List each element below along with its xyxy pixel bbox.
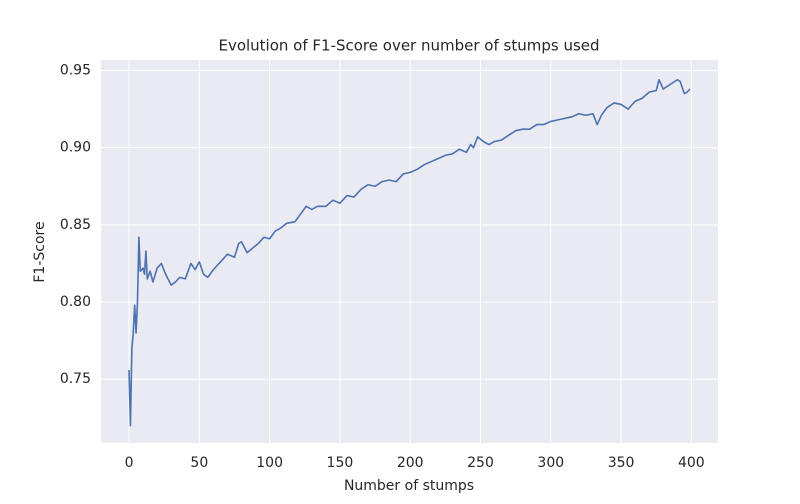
x-tick-label: 50 xyxy=(190,455,208,471)
y-tick-label: 0.90 xyxy=(60,140,91,156)
plot-area xyxy=(101,60,718,443)
chart-title: Evolution of F1-Score over number of stu… xyxy=(218,37,599,55)
y-tick-label: 0.95 xyxy=(60,62,91,78)
x-tick-label: 350 xyxy=(608,455,635,471)
y-axis-label: F1-Score xyxy=(32,221,48,282)
x-tick-label: 250 xyxy=(467,455,494,471)
data-line xyxy=(128,78,691,427)
x-tick-label: 0 xyxy=(125,455,134,471)
x-tick-label: 150 xyxy=(327,455,354,471)
y-tick-label: 0.85 xyxy=(60,217,91,233)
y-tick-label: 0.80 xyxy=(60,294,91,310)
x-tick-label: 200 xyxy=(397,455,424,471)
x-tick-label: 100 xyxy=(256,455,283,471)
x-axis-label: Number of stumps xyxy=(344,478,474,494)
x-tick-label: 400 xyxy=(678,455,705,471)
y-tick-label: 0.75 xyxy=(60,371,91,387)
x-tick-label: 300 xyxy=(537,455,564,471)
